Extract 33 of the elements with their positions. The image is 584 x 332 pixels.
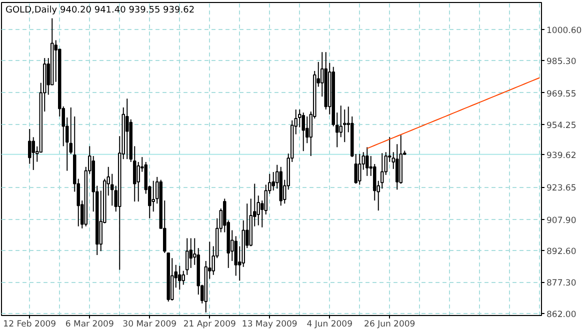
y-tick-label: 1000.60 [546, 26, 582, 36]
ref-line-label: 939.62 [546, 150, 576, 161]
y-tick-label: 985.30 [546, 57, 576, 68]
x-tick-label: 4 Jun 2009 [306, 320, 352, 330]
candlestick [256, 195, 260, 226]
x-tick-label: 13 May 2009 [242, 320, 298, 330]
chart-title: GOLD,Daily 940.20 941.40 939.55 939.62 [6, 6, 195, 16]
x-tick-label: 6 Mar 2009 [65, 320, 114, 330]
y-tick-label: 862.00 [546, 310, 576, 320]
x-tick-label: 30 Mar 2009 [122, 320, 177, 330]
y-tick-label: 954.25 [546, 120, 576, 131]
candlestick [366, 146, 369, 176]
candlestick [302, 112, 305, 152]
y-tick-label: 877.30 [546, 278, 576, 289]
x-tick-label: 26 Jun 2009 [364, 320, 416, 330]
candlestick [32, 136, 35, 170]
line-series [366, 77, 540, 149]
candlestick [234, 236, 238, 276]
y-tick-label: 923.65 [546, 184, 576, 194]
candlestick [152, 180, 155, 212]
y-tick-label: 907.90 [546, 216, 576, 226]
y-tick-label: 969.55 [546, 89, 576, 100]
candlestick [358, 153, 362, 186]
candlestick [189, 238, 192, 268]
candlestick [178, 265, 182, 290]
candlestick [126, 98, 129, 160]
x-tick-label: 12 Feb 2009 [3, 320, 56, 330]
candlestick [396, 144, 399, 190]
candlestick [343, 109, 346, 143]
candlestick [339, 105, 342, 138]
candlestick [136, 161, 140, 202]
y-tick-label: 892.60 [546, 247, 576, 258]
x-tick-label: 21 Apr 2009 [183, 320, 236, 330]
